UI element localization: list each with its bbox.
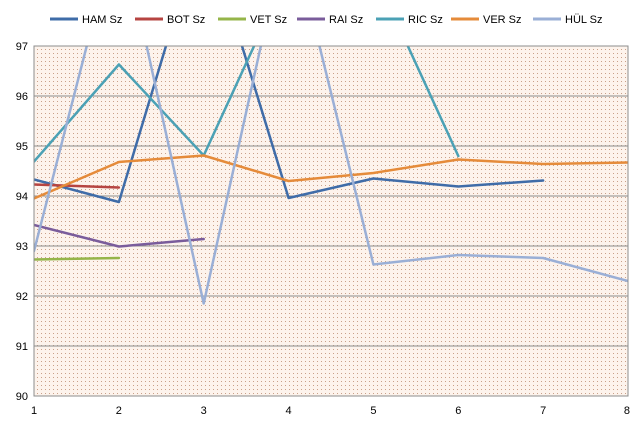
legend-label-2: VET Sz [250,14,287,26]
y-tick-label-7: 97 [16,41,28,53]
x-tick-label-6: 7 [540,405,546,417]
series-line-1 [34,183,121,189]
y-tick-label-1: 91 [16,341,28,353]
legend-label-4: RIC Sz [408,14,443,26]
x-tick-label-1: 2 [116,405,122,417]
x-tick-label-7: 8 [624,405,630,417]
legend-label-0: HAM Sz [82,14,122,26]
y-tick-label-0: 90 [16,391,28,403]
series-line-5 [34,154,628,200]
plot-border [33,45,629,397]
series-line-4 [34,46,460,163]
x-tick-label-5: 6 [455,405,461,417]
legend-label-6: HÜL Sz [565,14,603,26]
series-line-3 [34,223,205,248]
series-line-0 [34,46,545,204]
legend-label-5: VER Sz [483,14,522,26]
legend-label-1: BOT Sz [167,14,205,26]
y-tick-label-6: 96 [16,91,28,103]
y-axis-ticks: 90 91 92 93 94 95 96 97 [16,41,28,403]
x-tick-label-0: 1 [31,405,37,417]
series-line-6 [34,46,628,305]
y-tick-label-2: 92 [16,291,28,303]
x-tick-label-2: 3 [201,405,207,417]
series-lines [34,46,628,305]
x-tick-label-3: 4 [286,405,292,417]
y-tick-label-5: 95 [16,141,28,153]
x-axis-ticks: 1 2 3 4 5 6 7 8 [31,405,630,417]
legend-label-3: RAI Sz [329,14,363,26]
y-tick-label-3: 93 [16,241,28,253]
y-tick-label-4: 94 [16,191,28,203]
x-tick-label-4: 5 [370,405,376,417]
series-line-2 [34,256,121,261]
legend: HAM Sz BOT Sz VET Sz RAI Sz RIC Sz VER Sz HÜL … [50,14,603,26]
plot-area [34,46,628,396]
